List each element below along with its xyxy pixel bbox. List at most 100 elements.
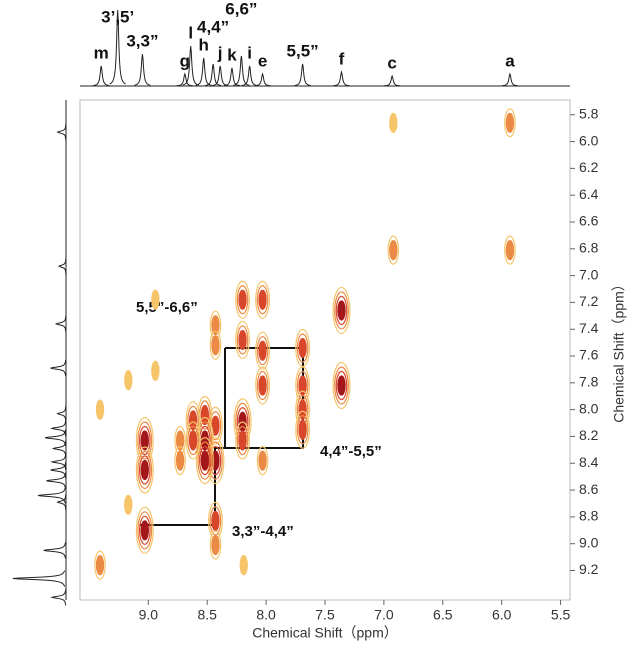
x-tick-label: 6.5 xyxy=(433,607,453,623)
cross-peak xyxy=(211,510,220,532)
y-axis-title: Chemical Shift（ppm） xyxy=(611,277,627,423)
cross-peak xyxy=(258,340,267,361)
cross-peak xyxy=(137,421,153,460)
cross-peak xyxy=(255,331,270,370)
y-tick-label: 6.8 xyxy=(579,239,599,255)
cross-peak xyxy=(140,459,149,481)
cross-peak xyxy=(255,366,270,405)
cross-peak xyxy=(256,370,269,401)
cross-peak xyxy=(296,415,309,445)
cross-peak xyxy=(95,555,105,576)
cross-peak xyxy=(387,235,400,265)
left-spectrum-peak xyxy=(56,405,67,422)
top-spectrum-peak xyxy=(294,63,311,86)
x-tick-label: 9.0 xyxy=(139,607,159,623)
top-spectrum-peak xyxy=(182,45,199,86)
cross-peak xyxy=(389,240,398,261)
cross-peak xyxy=(337,375,346,396)
cross-peak xyxy=(258,450,267,471)
cross-peak xyxy=(137,511,153,550)
cross-peak xyxy=(187,425,199,456)
x-tick-label: 7.5 xyxy=(315,607,335,623)
cross-peak xyxy=(235,280,250,319)
peak-label: k xyxy=(227,45,237,64)
x-tick-label: 8.5 xyxy=(197,607,217,623)
cross-peak xyxy=(238,430,247,451)
cross-peak xyxy=(175,430,185,451)
cross-peak xyxy=(200,450,210,471)
annotation: 4,4”-5,5” xyxy=(320,443,382,460)
peak-label: l xyxy=(188,23,193,42)
left-spectrum-peak xyxy=(56,124,67,141)
y-tick-label: 6.4 xyxy=(579,186,599,202)
cross-peak xyxy=(505,112,515,133)
y-tick-label: 8.8 xyxy=(579,508,599,524)
y-tick-label: 8.4 xyxy=(579,454,599,470)
y-tick-label: 6.2 xyxy=(579,159,599,175)
left-spectrum-peak xyxy=(12,570,66,587)
left-spectrum-peak xyxy=(50,461,67,479)
cross-peak xyxy=(211,315,220,336)
top-spectrum-peak xyxy=(333,70,350,87)
x-tick-label: 7.0 xyxy=(374,607,394,623)
y-tick-label: 9.0 xyxy=(579,534,599,550)
peak-label: i xyxy=(247,43,252,62)
top-spectrum-peak xyxy=(241,65,258,86)
left-spectrum-peak xyxy=(50,420,67,437)
cross-peak xyxy=(199,445,211,476)
cross-peak xyxy=(235,421,250,460)
y-tick-label: 7.4 xyxy=(579,320,599,336)
cross-peak xyxy=(505,240,515,261)
left-spectrum-peak xyxy=(56,494,67,511)
cross-peak xyxy=(255,280,270,319)
x-tick-label: 5.5 xyxy=(551,607,571,623)
left-spectrum-peak xyxy=(37,487,66,504)
cross-peak xyxy=(239,555,248,576)
peak-label: 6,6” xyxy=(225,0,257,18)
cross-peak xyxy=(138,425,151,456)
peak-label: e xyxy=(258,51,267,70)
x-axis-title: Chemical Shift（ppm） xyxy=(252,625,398,641)
y-tick-label: 5.8 xyxy=(579,105,599,121)
top-spectrum-peak xyxy=(109,9,126,85)
top-spectrum-peak xyxy=(205,63,222,86)
peak-label: g xyxy=(180,51,190,70)
cross-peak xyxy=(135,446,154,494)
left-spectrum-peak xyxy=(54,315,67,332)
peak-label: f xyxy=(339,49,345,68)
cross-peak xyxy=(258,375,267,396)
top-spectrum-peak xyxy=(254,72,271,87)
cross-peak xyxy=(236,425,249,456)
left-spectrum-peak xyxy=(50,589,67,606)
y-tick-label: 8.0 xyxy=(579,400,599,416)
cross-peak xyxy=(238,289,247,310)
cross-peak xyxy=(185,421,201,460)
cross-peak xyxy=(296,333,309,363)
peak-label: 5,5” xyxy=(287,41,319,60)
cross-peak xyxy=(504,235,516,265)
cross-peak xyxy=(389,112,398,133)
cross-peak xyxy=(504,108,516,138)
top-spectrum-peak xyxy=(134,53,151,86)
cross-peak xyxy=(209,330,222,360)
cross-peak xyxy=(332,361,351,410)
peak-label: j xyxy=(217,43,223,62)
cross-peak xyxy=(211,534,220,556)
cross-peak xyxy=(335,295,348,326)
left-spectrum-peak xyxy=(51,440,67,457)
peak-label: 3’,5’ xyxy=(101,7,134,26)
y-tick-label: 7.8 xyxy=(579,374,599,390)
cross-peak xyxy=(124,370,133,391)
cross-peak xyxy=(298,399,307,420)
peak-label: a xyxy=(505,51,515,70)
left-spectrum-peak xyxy=(46,472,66,489)
left-spectrum-peak xyxy=(50,453,67,470)
left-spectrum-peak xyxy=(44,429,66,446)
cross-peak xyxy=(238,329,247,351)
cross-peak xyxy=(94,550,106,580)
cross-peak xyxy=(298,337,307,359)
cross-peak xyxy=(138,455,151,485)
x-tick-label: 8.0 xyxy=(256,607,276,623)
cross-peak xyxy=(209,506,222,536)
